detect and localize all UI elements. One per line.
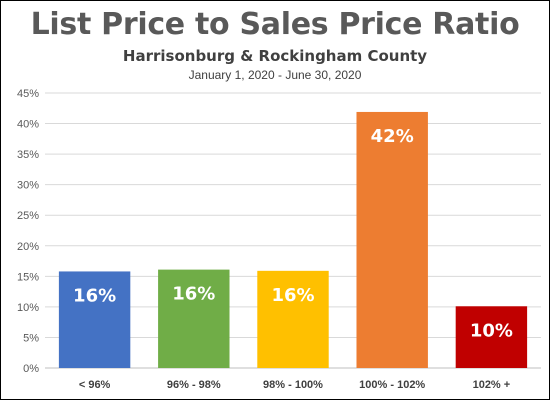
y-tick-label: 25% (17, 210, 39, 222)
bars (58, 111, 528, 368)
data-label: 16% (271, 285, 314, 306)
x-tick-label: 98% - 100% (263, 379, 323, 391)
y-axis-ticks: 0% 5% 10% 15% 20% 25% 30% 35% 40% 45% (17, 88, 39, 375)
y-tick-label: 15% (17, 271, 39, 283)
data-label: 16% (73, 285, 116, 306)
data-labels: 16% 16% 16% 42% 10% (73, 126, 513, 341)
y-tick-label: 45% (17, 88, 39, 100)
chart-date-range: January 1, 2020 - June 30, 2020 (188, 68, 362, 82)
x-tick-label: 102% + (473, 379, 511, 391)
bar (257, 270, 329, 368)
bar (455, 306, 528, 368)
y-tick-label: 20% (17, 241, 39, 253)
data-label: 42% (371, 126, 414, 147)
x-axis-ticks: < 96% 96% - 98% 98% - 100% 100% - 102% 102% … (79, 379, 510, 391)
y-tick-label: 10% (17, 302, 39, 314)
chart-title: List Price to Sales Price Ratio (30, 7, 520, 42)
data-label: 16% (172, 284, 215, 305)
y-tick-label: 35% (17, 149, 39, 161)
chart-subtitle: Harrisonburg & Rockingham County (122, 47, 428, 65)
y-tick-label: 5% (23, 332, 39, 344)
data-label: 10% (470, 320, 513, 341)
x-tick-label: 96% - 98% (167, 379, 221, 391)
x-tick-label: 100% - 102% (359, 379, 425, 391)
bar (158, 269, 230, 368)
y-tick-label: 40% (17, 119, 39, 131)
bar (356, 111, 428, 368)
y-tick-label: 30% (17, 180, 39, 192)
bar (58, 271, 131, 368)
x-tick-label: < 96% (79, 379, 111, 391)
y-tick-label: 0% (23, 363, 39, 375)
